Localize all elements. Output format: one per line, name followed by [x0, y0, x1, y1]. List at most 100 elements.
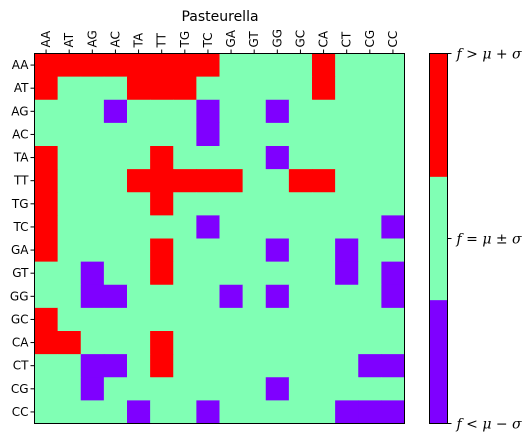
- heatmap-cell-CT-GC: [288, 354, 313, 378]
- chart-title: Pasteurella: [181, 9, 258, 25]
- heatmap-cell-AA-GG: [265, 53, 290, 78]
- heatmap-cell-GT-TG: [173, 261, 197, 286]
- heatmap-cell-AT-AC: [103, 76, 128, 101]
- heatmap-cell-AA-GC: [288, 53, 313, 78]
- heatmap-cell-GT-TT: [150, 261, 174, 286]
- heatmap-cell-AT-AT: [57, 76, 82, 101]
- heatmap-cell-AC-GG: [265, 122, 290, 147]
- heatmap-cell-TG-GT: [242, 192, 267, 216]
- heatmap-cell-AA-TA: [127, 53, 151, 78]
- heatmap-cell-TC-TC: [196, 215, 220, 239]
- heatmap-cell-GA-CC: [381, 238, 405, 263]
- heatmap-cell-CA-GT: [242, 331, 267, 355]
- y-tick-label-TT: TT: [13, 174, 29, 188]
- heatmap-cell-AA-TG: [173, 53, 197, 78]
- heatmap-cell-CT-GG: [265, 354, 290, 378]
- heatmap-cell-CG-TT: [150, 377, 174, 401]
- heatmap-cell-GG-AA: [34, 284, 59, 309]
- heatmap-cell-TT-AA: [34, 169, 59, 193]
- heatmap-cell-CT-TA: [127, 354, 151, 378]
- colorbar: f > μ + σ f = μ ± σ f < μ − σ: [429, 47, 523, 433]
- heatmap-cell-AA-TT: [150, 53, 174, 78]
- heatmap-cell-GT-AC: [103, 261, 128, 286]
- heatmap-cell-CT-CG: [358, 354, 382, 378]
- heatmap-cell-TT-TC: [196, 169, 220, 193]
- heatmap-cell-AG-TG: [173, 99, 197, 124]
- heatmap-cell-TA-TC: [196, 146, 220, 170]
- heatmap-cell-GG-CC: [381, 284, 405, 309]
- y-tick-labels: AA AT AG AC TA TT TG TC GA GT GG GC CA CT CG CC: [10, 58, 35, 419]
- heatmap-cell-AC-AG: [80, 122, 105, 147]
- heatmap-cell-AC-GC: [288, 122, 313, 147]
- y-tick-label-TA: TA: [13, 151, 29, 165]
- colorbar-label: f > μ + σ: [456, 47, 523, 63]
- heatmap-cell-TT-AG: [80, 169, 105, 193]
- heatmap-cell-AG-CT: [335, 99, 359, 124]
- heatmap-cell-CC-GC: [288, 400, 313, 424]
- heatmap-cell-TA-TG: [173, 146, 197, 170]
- heatmap-cell-CT-AA: [34, 354, 59, 378]
- heatmap-cell-AC-TC: [196, 122, 220, 147]
- x-tick-label-GC: GC: [293, 30, 307, 48]
- heatmap-cell-GT-AA: [34, 261, 59, 286]
- heatmap-cell-TT-TG: [173, 169, 197, 193]
- heatmap-cell-GA-GG: [265, 238, 290, 263]
- heatmap-cell-GT-CC: [381, 261, 405, 286]
- heatmap-cell-AG-AT: [57, 99, 82, 124]
- heatmap-cell-GA-AG: [80, 238, 105, 263]
- heatmap-cell-CA-TT: [150, 331, 174, 355]
- heatmap-cell-CC-CT: [335, 400, 359, 424]
- heatmap-cell-GT-AG: [80, 261, 105, 286]
- heatmap-cell-AG-TT: [150, 99, 174, 124]
- y-tick-label-GC: GC: [11, 312, 29, 326]
- heatmap-cell-AA-AA: [34, 53, 59, 78]
- heatmap-cell-CG-GG: [265, 377, 290, 401]
- heatmap-cell-CC-TT: [150, 400, 174, 424]
- heatmap-cell-AG-GT: [242, 99, 267, 124]
- heatmap-cell-GT-GC: [288, 261, 313, 286]
- heatmap-cell-GC-CG: [358, 307, 382, 332]
- heatmap-cell-CC-GT: [242, 400, 267, 424]
- heatmap-cell-GG-CA: [312, 284, 336, 309]
- heatmap-cell-GC-AC: [103, 307, 128, 332]
- heatmap-cell-CT-GT: [242, 354, 267, 378]
- heatmap-cell-GT-GT: [242, 261, 267, 286]
- heatmap-cell-TC-AC: [103, 215, 128, 239]
- heatmap-cell-TG-CA: [312, 192, 336, 216]
- heatmap-cell-GA-CG: [358, 238, 382, 263]
- heatmap-cell-CT-AC: [103, 354, 128, 378]
- heatmap-cell-TA-GG: [265, 146, 290, 170]
- heatmap-cell-AA-AC: [103, 53, 128, 78]
- heatmap-cell-TG-TT: [150, 192, 174, 216]
- heatmap-cell-CG-GC: [288, 377, 313, 401]
- heatmap-cell-CC-AG: [80, 400, 105, 424]
- heatmap-cell-AA-GT: [242, 53, 267, 78]
- heatmap-cell-AC-CT: [335, 122, 359, 147]
- heatmap-cell-GC-CT: [335, 307, 359, 332]
- heatmap-cell-AT-CC: [381, 76, 405, 101]
- heatmap-cell-CA-CC: [381, 331, 405, 355]
- y-tick-label-CG: CG: [11, 382, 29, 396]
- x-tick-label-CG: CG: [363, 30, 377, 48]
- heatmap-cell-TC-TT: [150, 215, 174, 239]
- x-tick-label-GT: GT: [247, 31, 261, 48]
- heatmap-cell-AT-GA: [219, 76, 244, 101]
- heatmap-cell-AA-TC: [196, 53, 220, 78]
- heatmap-cell-CG-TA: [127, 377, 151, 401]
- x-tick-label-TT: TT: [155, 32, 169, 48]
- heatmap-cell-TA-TA: [127, 146, 151, 170]
- heatmap-cell-GA-GA: [219, 238, 244, 263]
- heatmap-cell-AT-CT: [335, 76, 359, 101]
- heatmap-cell-AC-TG: [173, 122, 197, 147]
- heatmap-cell-TC-GT: [242, 215, 267, 239]
- heatmap-cell-TA-GC: [288, 146, 313, 170]
- heatmap-cell-TC-GC: [288, 215, 313, 239]
- heatmap-cell-GA-TT: [150, 238, 174, 263]
- x-tick-label-AT: AT: [62, 32, 76, 47]
- heatmap-cell-CT-TG: [173, 354, 197, 378]
- heatmap-cell-CA-CT: [335, 331, 359, 355]
- heatmap-cell-TA-AG: [80, 146, 105, 170]
- x-tick-label-AG: AG: [85, 30, 99, 47]
- heatmap-cell-TA-CA: [312, 146, 336, 170]
- heatmap-cell-CA-TG: [173, 331, 197, 355]
